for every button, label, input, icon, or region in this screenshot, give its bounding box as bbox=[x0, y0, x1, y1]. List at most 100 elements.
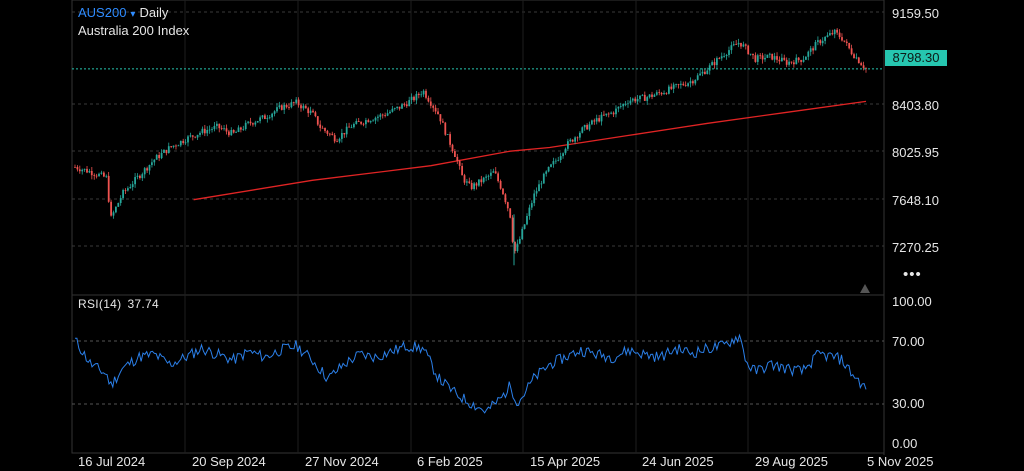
candle-body bbox=[509, 208, 512, 218]
candle-body bbox=[163, 149, 165, 153]
rsi-series-layer bbox=[75, 333, 867, 414]
candle-body bbox=[793, 62, 795, 65]
candle-body bbox=[357, 121, 360, 122]
candle-body bbox=[526, 216, 528, 225]
candle-body bbox=[434, 107, 437, 112]
candle-body bbox=[220, 128, 223, 129]
candle-body bbox=[619, 106, 622, 107]
candle-body bbox=[761, 55, 764, 60]
candle-body bbox=[497, 173, 499, 182]
candle-body bbox=[321, 127, 324, 129]
time-label-4: 6 Feb 2025 bbox=[417, 454, 483, 469]
candle-body bbox=[723, 56, 725, 57]
candle-body bbox=[634, 98, 637, 102]
candle-body bbox=[547, 166, 550, 172]
candle-body bbox=[300, 105, 302, 109]
candle-body bbox=[280, 105, 283, 110]
candle-body bbox=[571, 139, 574, 142]
candle-body bbox=[504, 194, 507, 203]
candle-body bbox=[831, 33, 834, 35]
candle-body bbox=[600, 114, 603, 122]
candle-body bbox=[593, 120, 596, 122]
candle-body bbox=[511, 217, 514, 242]
candle-body bbox=[768, 53, 771, 55]
candle-body bbox=[559, 156, 562, 160]
moving-average-line bbox=[193, 100, 867, 201]
candle-body bbox=[273, 111, 276, 114]
candle-body bbox=[194, 136, 197, 138]
price-tick-7270: 7270.25 bbox=[892, 240, 939, 255]
interval-label[interactable]: Daily bbox=[139, 5, 169, 20]
candle-body bbox=[641, 94, 644, 96]
candle-body bbox=[307, 108, 310, 114]
candle-body bbox=[386, 113, 389, 116]
candle-body bbox=[711, 62, 713, 66]
candle-body bbox=[297, 99, 300, 106]
candle-body bbox=[478, 179, 480, 186]
candle-body bbox=[333, 135, 336, 142]
candle-body bbox=[860, 63, 863, 66]
candle-body bbox=[319, 124, 322, 128]
triangle-up-icon[interactable] bbox=[860, 284, 870, 293]
candle-body bbox=[160, 152, 163, 159]
chart-header[interactable]: AUS200 ▾ Daily bbox=[78, 5, 168, 20]
candle-body bbox=[557, 160, 560, 161]
candle-body bbox=[124, 190, 127, 191]
candle-body bbox=[521, 228, 524, 239]
candle-body bbox=[576, 137, 579, 139]
candle-body bbox=[506, 202, 509, 209]
symbol-label[interactable]: AUS200 bbox=[78, 5, 127, 20]
candle-body bbox=[261, 115, 264, 118]
candle-body bbox=[653, 94, 656, 97]
candlestick-series bbox=[74, 28, 867, 266]
candle-body bbox=[514, 241, 516, 251]
candle-body bbox=[129, 187, 132, 189]
rsi-line bbox=[75, 333, 867, 414]
candle-body bbox=[249, 121, 252, 124]
candle-body bbox=[170, 146, 173, 147]
candle-body bbox=[179, 140, 182, 146]
candle-body bbox=[408, 100, 411, 107]
candle-body bbox=[360, 121, 362, 124]
candle-body bbox=[759, 55, 762, 57]
candle-body bbox=[655, 92, 658, 95]
candle-body bbox=[680, 83, 682, 85]
candle-body bbox=[230, 130, 233, 136]
candle-body bbox=[341, 133, 343, 139]
candle-body bbox=[764, 57, 766, 60]
candle-body bbox=[773, 56, 776, 60]
candle-body bbox=[862, 65, 865, 69]
candle-body bbox=[216, 123, 218, 126]
candle-body bbox=[348, 126, 350, 128]
more-dots-icon[interactable]: ••• bbox=[903, 266, 922, 283]
candle-body bbox=[490, 172, 492, 176]
candle-body bbox=[389, 111, 391, 114]
candle-body bbox=[564, 148, 567, 154]
candle-body bbox=[518, 239, 521, 244]
candle-body bbox=[675, 84, 677, 85]
candle-body bbox=[658, 92, 661, 93]
candle-body bbox=[391, 108, 394, 112]
candle-body bbox=[528, 207, 531, 216]
candle-body bbox=[648, 94, 651, 98]
candle-body bbox=[127, 188, 129, 191]
candle-body bbox=[848, 43, 851, 49]
candle-body bbox=[427, 97, 430, 102]
candle-body bbox=[696, 75, 699, 80]
candle-body bbox=[802, 59, 805, 62]
candle-body bbox=[271, 113, 273, 118]
candle-body bbox=[636, 99, 639, 102]
candle-body bbox=[405, 104, 408, 107]
candle-body bbox=[456, 156, 459, 162]
candle-body bbox=[670, 86, 673, 89]
candle-body bbox=[824, 37, 826, 41]
candle-body bbox=[692, 81, 694, 84]
chevron-down-icon[interactable]: ▾ bbox=[130, 9, 136, 20]
candle-body bbox=[809, 48, 812, 52]
candle-body bbox=[139, 175, 141, 178]
candle-body bbox=[845, 41, 848, 43]
candle-body bbox=[93, 175, 96, 176]
candle-body bbox=[365, 120, 367, 125]
